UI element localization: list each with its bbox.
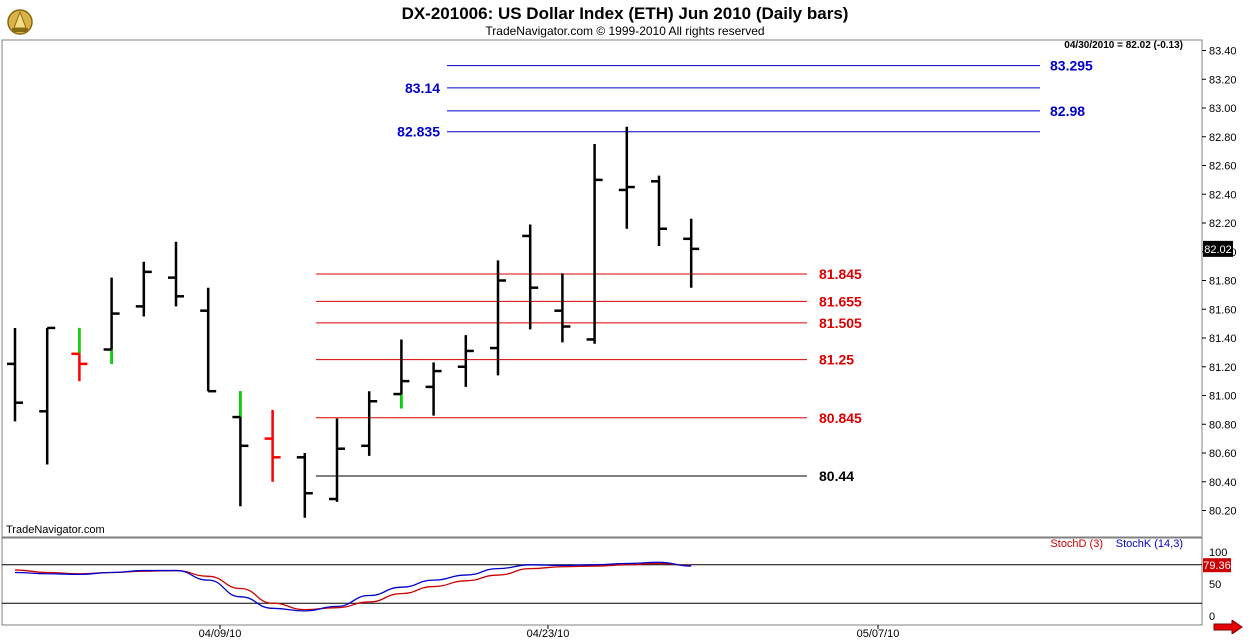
y-axis-tick-label: 81.00 xyxy=(1209,391,1237,403)
level-label: 83.295 xyxy=(1050,58,1093,74)
y-axis-tick-label: 82.60 xyxy=(1209,161,1237,173)
y-axis-tick-label: 82.40 xyxy=(1209,189,1237,201)
copyright-notice: TradeNavigator.com © 1999-2010 All right… xyxy=(485,24,765,38)
trade-navigator-logo xyxy=(4,4,36,36)
stochastic-panel xyxy=(1,537,1203,626)
y-axis-tick-label: 81.40 xyxy=(1209,333,1237,345)
x-axis-tick-label: 04/09/10 xyxy=(199,628,242,640)
stochastic-last-value-label: 79.36 xyxy=(1203,560,1231,572)
level-label: 83.14 xyxy=(405,80,440,96)
y-axis-tick-label: 81.20 xyxy=(1209,362,1237,374)
stochd-legend: StochD (3) xyxy=(1050,538,1103,550)
chart-title: DX-201006: US Dollar Index (ETH) Jun 201… xyxy=(401,4,849,23)
stochk-line xyxy=(14,561,692,612)
level-label: 80.845 xyxy=(819,410,862,426)
stochastic-last-value-box xyxy=(1203,558,1231,573)
stochastic-tick-label: 100 xyxy=(1209,547,1227,559)
y-axis-tick-label: 80.80 xyxy=(1209,419,1237,431)
level-label: 82.835 xyxy=(397,124,440,140)
scroll-right-arrow-icon[interactable] xyxy=(1212,619,1244,639)
stochk-legend: StochK (14,3) xyxy=(1116,538,1183,550)
level-label: 81.655 xyxy=(819,293,862,309)
y-axis-tick-label: 82.20 xyxy=(1209,218,1237,230)
level-label: 81.505 xyxy=(819,315,862,331)
stochastic-tick-label: 50 xyxy=(1209,579,1221,591)
y-axis-tick-label: 83.00 xyxy=(1209,103,1237,115)
last-price-label: 82.02 xyxy=(1204,244,1232,256)
x-axis-tick-label: 05/07/10 xyxy=(857,628,900,640)
stochastic-tick-label: 0 xyxy=(1209,611,1215,623)
y-axis-tick-label: 83.20 xyxy=(1209,74,1237,86)
y-axis-tick-label: 81.80 xyxy=(1209,276,1237,288)
level-label: 80.44 xyxy=(819,468,854,484)
level-label: 82.98 xyxy=(1050,103,1085,119)
watermark-text: TradeNavigator.com xyxy=(6,524,105,536)
y-axis-tick-label: 81.60 xyxy=(1209,304,1237,316)
y-axis-tick-label: 80.20 xyxy=(1209,506,1237,518)
x-axis-tick-label: 04/23/10 xyxy=(527,628,570,640)
level-label: 81.25 xyxy=(819,352,854,368)
price-panel xyxy=(1,39,1203,538)
y-axis-tick-label: 82.80 xyxy=(1209,132,1237,144)
y-axis-tick-label: 83.40 xyxy=(1209,46,1237,58)
last-quote-text: 04/30/2010 = 82.02 (-0.13) xyxy=(1064,40,1183,51)
y-axis-tick-label: 80.60 xyxy=(1209,448,1237,460)
y-axis-tick-label: 80.40 xyxy=(1209,477,1237,489)
level-label: 81.845 xyxy=(819,266,862,282)
last-price-box xyxy=(1203,240,1233,257)
